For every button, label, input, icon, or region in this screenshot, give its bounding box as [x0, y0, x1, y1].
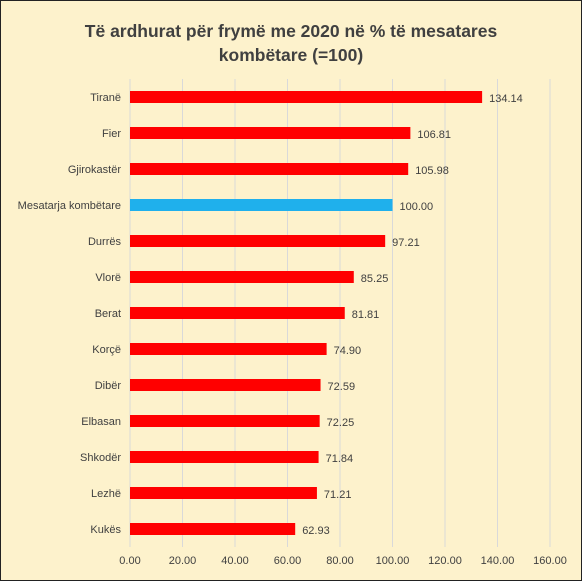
bar [130, 415, 320, 427]
x-tick-label: 140.00 [481, 555, 515, 567]
bar [130, 235, 386, 247]
x-tick-label: 60.00 [274, 555, 302, 567]
bar [130, 271, 354, 283]
bar [130, 451, 319, 463]
chart-title: Të ardhurat për frymë me 2020 në % të me… [1, 19, 581, 67]
category-label: Gjirokastër [68, 164, 122, 176]
bar [130, 163, 409, 175]
bar [130, 91, 483, 103]
data-label: 134.14 [489, 93, 523, 105]
data-label: 72.25 [327, 417, 355, 429]
bar [130, 343, 327, 355]
data-label: 106.81 [417, 129, 451, 141]
category-label: Korçë [92, 344, 121, 356]
bar [130, 379, 321, 391]
bar [130, 523, 296, 535]
x-tick-label: 0.00 [119, 555, 140, 567]
category-label: Durrës [88, 236, 122, 248]
data-label: 85.25 [361, 273, 389, 285]
x-tick-label: 20.00 [169, 555, 197, 567]
x-tick-label: 100.00 [376, 555, 410, 567]
category-label: Vlorë [95, 272, 121, 284]
data-label: 72.59 [328, 381, 356, 393]
data-label: 74.90 [334, 345, 362, 357]
data-label: 100.00 [400, 201, 434, 213]
chart-title-line-1: Të ardhurat për frymë me 2020 në % të me… [84, 21, 498, 41]
data-label: 105.98 [415, 165, 449, 177]
bar [130, 127, 411, 139]
chart-title-line-2: kombëtare (=100) [218, 45, 364, 65]
category-label: Fier [102, 128, 121, 140]
data-label: 71.84 [326, 453, 354, 465]
category-label: Shkodër [80, 452, 121, 464]
category-label: Berat [95, 308, 121, 320]
x-tick-label: 40.00 [221, 555, 249, 567]
x-tick-label: 160.00 [533, 555, 567, 567]
category-label: Mesatarja kombëtare [18, 200, 121, 212]
category-label: Lezhë [91, 488, 121, 500]
data-label: 81.81 [352, 309, 380, 321]
category-label: Kukës [90, 524, 121, 536]
data-label: 97.21 [392, 237, 420, 249]
category-label: Elbasan [81, 416, 121, 428]
category-label: Tiranë [90, 92, 121, 104]
category-label: Dibër [95, 380, 122, 392]
data-label: 71.21 [324, 489, 352, 501]
bar [130, 199, 393, 211]
bar [130, 307, 345, 319]
bar [130, 487, 317, 499]
x-tick-label: 80.00 [326, 555, 354, 567]
x-tick-label: 120.00 [428, 555, 462, 567]
data-label: 62.93 [302, 525, 330, 537]
